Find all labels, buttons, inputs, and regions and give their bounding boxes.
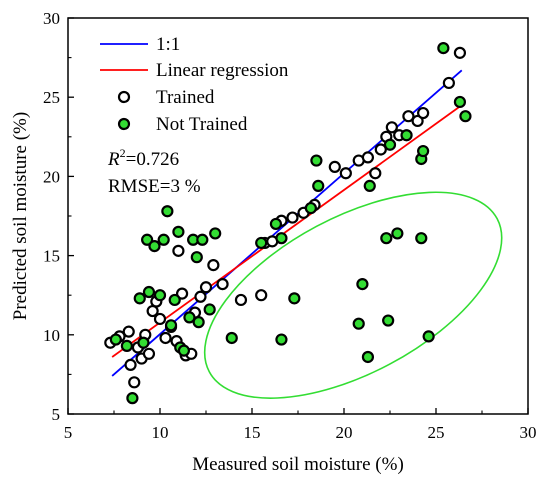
not-trained-point bbox=[275, 333, 288, 346]
trained-point bbox=[199, 281, 213, 294]
legend-label-linear-regression: Linear regression bbox=[156, 60, 289, 81]
not-trained-point bbox=[391, 227, 404, 240]
not-trained-point bbox=[437, 41, 450, 55]
not-trained-point bbox=[192, 316, 205, 329]
x-axis-title: Measured soil moisture (%) bbox=[192, 454, 404, 475]
not-trained-point bbox=[275, 232, 288, 245]
outlier-ellipse bbox=[203, 191, 503, 399]
trained-point bbox=[255, 289, 268, 302]
y-tick-label: 20 bbox=[43, 167, 60, 186]
legend-marker-trained bbox=[117, 90, 131, 104]
not-trained-point bbox=[157, 233, 170, 246]
trained-point bbox=[369, 167, 382, 180]
not-trained-point bbox=[126, 392, 139, 405]
trained-point bbox=[122, 325, 135, 338]
not-trained-point bbox=[209, 227, 222, 240]
not-trained-point bbox=[356, 278, 369, 291]
trained-point bbox=[328, 160, 341, 173]
not-trained-point bbox=[196, 233, 209, 246]
y-tick-label: 25 bbox=[43, 88, 60, 107]
trained-point bbox=[142, 347, 156, 360]
legend-marker-not-trained bbox=[117, 117, 131, 131]
trained-point bbox=[374, 143, 387, 156]
legend-label-trained: Trained bbox=[156, 87, 215, 108]
trained-point bbox=[124, 358, 137, 371]
not-trained-point bbox=[269, 217, 283, 231]
legend: 1:1 Linear regression Trained Not Traine… bbox=[100, 34, 289, 135]
not-trained-point bbox=[172, 225, 185, 238]
x-tick-label: 20 bbox=[336, 423, 353, 442]
not-trained-point bbox=[109, 333, 122, 346]
not-trained-point bbox=[164, 319, 178, 332]
trained-point bbox=[175, 287, 189, 300]
legend-label-not-trained: Not Trained bbox=[156, 114, 248, 135]
not-trained-point bbox=[141, 233, 154, 246]
legend-label-1to1: 1:1 bbox=[156, 34, 180, 55]
linear-regression-line bbox=[111, 104, 463, 358]
x-tick-label: 15 bbox=[244, 423, 261, 442]
y-tick-label: 15 bbox=[43, 247, 60, 266]
y-tick-label: 30 bbox=[43, 9, 60, 28]
not-trained-point bbox=[380, 232, 393, 245]
trained-point bbox=[417, 106, 430, 120]
trained-point bbox=[385, 121, 398, 134]
not-trained-point bbox=[168, 293, 181, 307]
not-trained-point bbox=[382, 314, 395, 327]
not-trained-point bbox=[148, 239, 161, 253]
trained-point bbox=[172, 244, 185, 257]
not-trained-point bbox=[190, 251, 203, 264]
not-trained-point bbox=[161, 205, 174, 218]
not-trained-point bbox=[352, 317, 365, 330]
not-trained-point bbox=[177, 344, 191, 357]
r-squared-annotation: R2=0.726 bbox=[107, 146, 179, 170]
not-trained-point bbox=[363, 179, 376, 193]
trained-point bbox=[159, 331, 172, 345]
y-axis-title: Predicted soil moisture (%) bbox=[10, 112, 31, 320]
not-trained-point bbox=[312, 179, 325, 193]
x-tick-label: 25 bbox=[428, 423, 445, 442]
trained-point bbox=[361, 151, 375, 164]
not-trained-point bbox=[288, 292, 301, 305]
not-trained-point bbox=[361, 350, 375, 364]
not-trained-point bbox=[422, 330, 435, 343]
trained-point bbox=[286, 211, 299, 224]
not-trained-point bbox=[304, 201, 317, 215]
trained-point bbox=[216, 278, 229, 291]
trained-point bbox=[207, 259, 220, 272]
not-trained-point bbox=[453, 95, 467, 109]
trained-point bbox=[194, 290, 207, 303]
trained-point bbox=[442, 76, 455, 90]
trained-point bbox=[453, 46, 467, 59]
trained-point bbox=[234, 293, 248, 307]
y-tick-label: 10 bbox=[43, 326, 60, 345]
not-trained-point bbox=[183, 311, 196, 324]
not-trained-point bbox=[310, 154, 323, 167]
y-tick-label: 5 bbox=[52, 405, 61, 424]
not-trained-point bbox=[225, 331, 238, 345]
not-trained-point bbox=[153, 289, 167, 302]
not-trained-point bbox=[203, 303, 216, 316]
not-trained-point bbox=[415, 232, 428, 245]
trained-point bbox=[411, 114, 424, 128]
not-trained-point bbox=[255, 236, 268, 250]
not-trained-point bbox=[133, 292, 146, 305]
trained-point bbox=[153, 312, 167, 326]
trained-point bbox=[128, 376, 141, 389]
not-trained-point bbox=[400, 129, 413, 142]
not-trained-point bbox=[142, 285, 156, 299]
data-points bbox=[104, 41, 472, 405]
trained-point bbox=[402, 110, 415, 123]
x-tick-label: 30 bbox=[520, 423, 537, 442]
not-trained-point bbox=[459, 110, 472, 123]
not-trained-point bbox=[417, 144, 430, 158]
x-tick-label: 5 bbox=[64, 423, 73, 442]
not-trained-point bbox=[120, 339, 133, 352]
rmse-annotation: RMSE=3 % bbox=[108, 176, 201, 197]
x-tick-label: 10 bbox=[152, 423, 169, 442]
not-trained-point bbox=[383, 138, 397, 151]
not-trained-point bbox=[137, 336, 150, 349]
axis-ticks: 5 10 15 20 25 30 5 10 15 20 25 30 bbox=[43, 9, 537, 442]
trained-point bbox=[339, 167, 352, 180]
